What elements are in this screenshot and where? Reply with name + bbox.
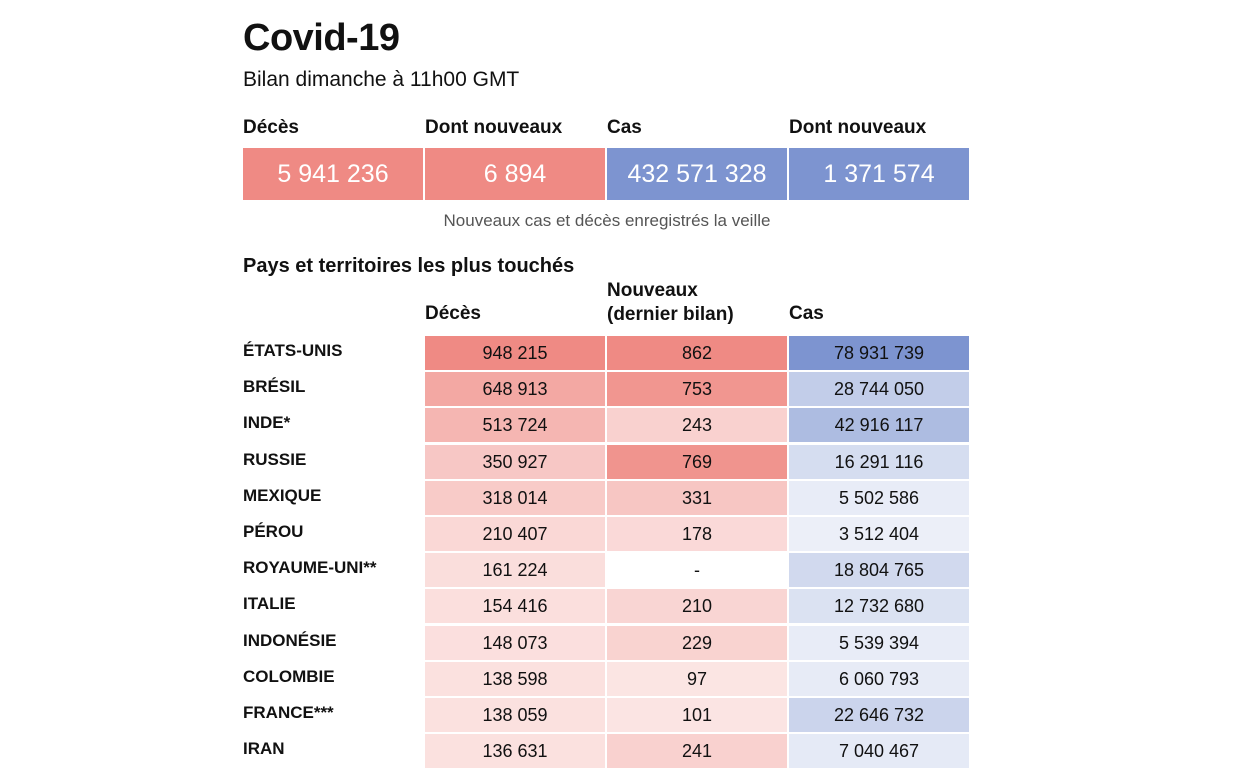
cell-new: 243	[607, 408, 787, 443]
country-label: MEXIQUE	[243, 485, 322, 505]
summary-note: Nouveaux cas et décès enregistrés la vei…	[443, 211, 771, 230]
cell-deaths: 161 224	[425, 553, 605, 588]
country-label: ROYAUME-UNI**	[243, 558, 377, 578]
summary-value-new-cases: 1 371 574	[789, 148, 969, 200]
cell-new: 210	[607, 589, 787, 624]
page-title: Covid-19	[243, 17, 400, 59]
cell-deaths: 138 598	[425, 661, 605, 696]
page-subtitle: Bilan dimanche à 11h00 GMT	[243, 68, 520, 91]
column-header-deaths: Décès	[425, 302, 481, 326]
cell-cases: 42 916 117	[789, 408, 969, 443]
cell-new: 769	[607, 444, 787, 479]
column-header-new-line2: (dernier bilan)	[607, 304, 734, 325]
cell-cases: 7 040 467	[789, 734, 969, 769]
cell-cases: 78 931 739	[789, 336, 969, 370]
cell-deaths: 648 913	[425, 372, 605, 407]
country-label: ÉTATS-UNIS	[243, 341, 343, 360]
section-title: Pays et territoires les plus touchés	[243, 255, 575, 277]
cell-deaths: 318 014	[425, 480, 605, 515]
cell-deaths: 350 927	[425, 444, 605, 479]
cell-cases: 18 804 765	[789, 553, 969, 588]
column-header-deaths-label: Décès	[425, 303, 481, 324]
cell-new: 331	[607, 480, 787, 515]
summary-value-deaths: 5 941 236	[243, 148, 423, 200]
cell-new: 229	[607, 625, 787, 660]
column-header-new: Nouveaux (dernier bilan)	[607, 279, 734, 327]
cell-deaths: 210 407	[425, 517, 605, 551]
cell-cases: 6 060 793	[789, 661, 969, 696]
column-header-cases: Cas	[789, 302, 824, 326]
cell-cases: 3 512 404	[789, 517, 969, 551]
country-label: RUSSIE	[243, 449, 307, 469]
cell-new: 241	[607, 734, 787, 769]
country-label: INDONÉSIE	[243, 630, 337, 650]
cell-new: 97	[607, 661, 787, 696]
country-label: COLOMBIE	[243, 666, 335, 686]
summary-label-new-cases: Dont nouveaux	[789, 117, 927, 138]
cell-cases: 22 646 732	[789, 698, 969, 732]
cell-new: 753	[607, 372, 787, 407]
cell-new: -	[607, 553, 787, 588]
cell-new: 101	[607, 698, 787, 732]
cell-new: 862	[607, 336, 787, 370]
cell-cases: 5 539 394	[789, 625, 969, 660]
country-label: BRÉSIL	[243, 377, 306, 397]
summary-value-new-deaths: 6 894	[425, 148, 605, 200]
country-label: FRANCE***	[243, 703, 334, 722]
cell-new: 178	[607, 517, 787, 551]
summary-label-cases: Cas	[607, 117, 642, 138]
country-label: INDE*	[243, 413, 291, 433]
cell-cases: 28 744 050	[789, 372, 969, 407]
summary-label-new-deaths: Dont nouveaux	[425, 117, 563, 138]
cell-deaths: 513 724	[425, 408, 605, 443]
cell-deaths: 138 059	[425, 698, 605, 732]
column-header-new-line1: Nouveaux	[607, 280, 698, 301]
column-header-cases-label: Cas	[789, 303, 824, 324]
cell-cases: 5 502 586	[789, 480, 969, 515]
cell-cases: 12 732 680	[789, 589, 969, 624]
cell-deaths: 136 631	[425, 734, 605, 769]
summary-label-deaths: Décès	[243, 117, 299, 138]
cell-deaths: 948 215	[425, 336, 605, 370]
country-label: PÉROU	[243, 522, 304, 541]
cell-cases: 16 291 116	[789, 444, 969, 479]
country-label: ITALIE	[243, 594, 296, 614]
country-label: IRAN	[243, 739, 285, 759]
cell-deaths: 154 416	[425, 589, 605, 624]
cell-deaths: 148 073	[425, 625, 605, 660]
summary-value-cases: 432 571 328	[607, 148, 787, 200]
